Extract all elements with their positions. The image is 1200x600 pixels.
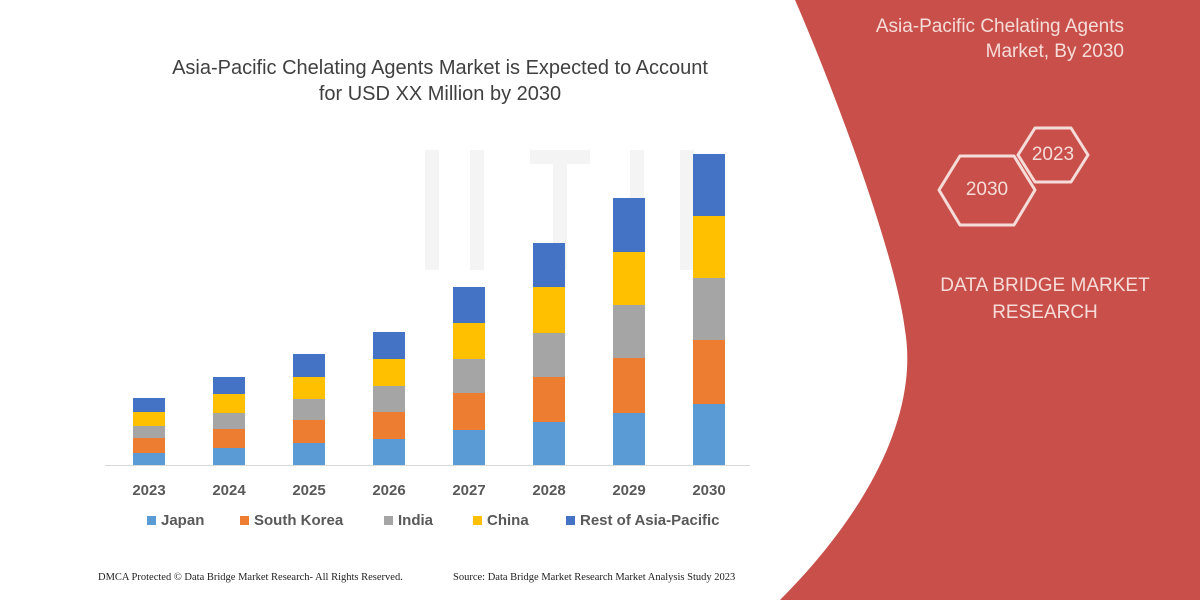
brand-line2: RESEARCH [992, 302, 1098, 323]
bar-segment-2029-india [613, 305, 645, 358]
legend-swatch [566, 516, 575, 525]
watermark-shape [425, 150, 694, 270]
bar-segment-2030-japan [693, 404, 725, 465]
legend-label: Rest of Asia-Pacific [580, 512, 720, 529]
bar-segment-2024-china [213, 394, 245, 413]
chart-title: Asia-Pacific Chelating Agents Market is … [120, 55, 760, 107]
bar-segment-2030-south-korea [693, 340, 725, 404]
hex-label-2023: 2023 [1031, 144, 1075, 165]
bar-segment-2027-india [453, 359, 485, 393]
legend-swatch [384, 516, 393, 525]
side-panel-title: Asia-Pacific Chelating Agents Market, By… [876, 14, 1124, 64]
side-panel-background [780, 0, 1200, 600]
x-tick-label: 2029 [612, 482, 645, 499]
x-tick-label: 2028 [532, 482, 565, 499]
bar-segment-2027-rest-of-asia-pacific [453, 287, 485, 323]
bar-segment-2025-china [293, 377, 325, 399]
legend-label: Japan [161, 512, 205, 529]
hexagon-2023 [1016, 126, 1090, 184]
bar-segment-2030-china [693, 216, 725, 278]
bar-segment-2026-south-korea [373, 412, 405, 439]
brand-name: DATA BRIDGE MARKET RESEARCH [925, 272, 1165, 326]
bar-segment-2029-china [613, 252, 645, 305]
hexagon-2030 [937, 154, 1037, 227]
bar-segment-2026-rest-of-asia-pacific [373, 332, 405, 359]
bar-segment-2026-japan [373, 439, 405, 465]
hex-label-2030: 2030 [965, 179, 1009, 200]
bar-segment-2023-china [133, 412, 165, 426]
bar-segment-2028-south-korea [533, 377, 565, 422]
footer-source: Source: Data Bridge Market Research Mark… [453, 572, 736, 583]
legend-swatch [473, 516, 482, 525]
bar-segment-2024-india [213, 413, 245, 429]
bar-segment-2029-rest-of-asia-pacific [613, 198, 645, 252]
side-title-line2: Market, By 2030 [985, 41, 1124, 62]
legend-swatch [147, 516, 156, 525]
bar-segment-2028-rest-of-asia-pacific [533, 243, 565, 287]
bar-segment-2027-japan [453, 430, 485, 465]
bar-segment-2030-india [693, 278, 725, 340]
bar-segment-2025-rest-of-asia-pacific [293, 354, 325, 377]
bar-segment-2028-china [533, 287, 565, 333]
side-title-line1: Asia-Pacific Chelating Agents [875, 16, 1124, 37]
footer-copyright: DMCA Protected © Data Bridge Market Rese… [98, 572, 403, 583]
legend-label: India [398, 512, 434, 529]
legend-swatch [240, 516, 249, 525]
bar-segment-2024-rest-of-asia-pacific [213, 377, 245, 394]
bar-segment-2025-japan [293, 443, 325, 465]
bar-segment-2023-rest-of-asia-pacific [133, 398, 165, 412]
bar-segment-2027-china [453, 323, 485, 359]
legend-item-japan: Japan [147, 512, 204, 529]
bar-segment-2028-india [533, 333, 565, 377]
legend-item-india: India [384, 512, 433, 529]
bar-segment-2023-south-korea [133, 438, 165, 453]
legend-item-south-korea: South Korea [240, 512, 343, 529]
legend-label: South Korea [254, 512, 344, 529]
stacked-bar-chart: 2023 2024 2025 2026 2027 2028 2029 2030 [105, 154, 750, 499]
bar-segment-2029-south-korea [613, 358, 645, 413]
bar-segment-2029-japan [613, 413, 645, 465]
chart-title-line1: Asia-Pacific Chelating Agents Market is … [172, 57, 708, 79]
x-tick-label: 2023 [132, 482, 165, 499]
bar-segment-2027-south-korea [453, 393, 485, 430]
x-tick-label: 2026 [372, 482, 405, 499]
x-tick-label: 2025 [292, 482, 325, 499]
bar-segment-2023-japan [133, 453, 165, 465]
brand-line1: DATA BRIDGE MARKET [940, 275, 1150, 296]
bar-segment-2026-india [373, 386, 405, 412]
bar-segment-2026-china [373, 359, 405, 386]
bar-segment-2025-south-korea [293, 420, 325, 443]
x-tick-label: 2027 [452, 482, 485, 499]
legend-item-rest-of-asia-pacific: Rest of Asia-Pacific [566, 512, 720, 529]
bar-segment-2025-india [293, 399, 325, 420]
bar-segment-2028-japan [533, 422, 565, 465]
chart-title-line2: for USD XX Million by 2030 [318, 83, 562, 105]
bar-segment-2023-india [133, 426, 165, 438]
bar-segment-2024-south-korea [213, 429, 245, 448]
legend-item-china: China [473, 512, 529, 529]
bar-segment-2024-japan [213, 448, 245, 465]
bar-segment-2030-rest-of-asia-pacific [693, 154, 725, 216]
x-tick-label: 2030 [692, 482, 725, 499]
legend-label: China [487, 512, 529, 529]
x-tick-label: 2024 [212, 482, 246, 499]
